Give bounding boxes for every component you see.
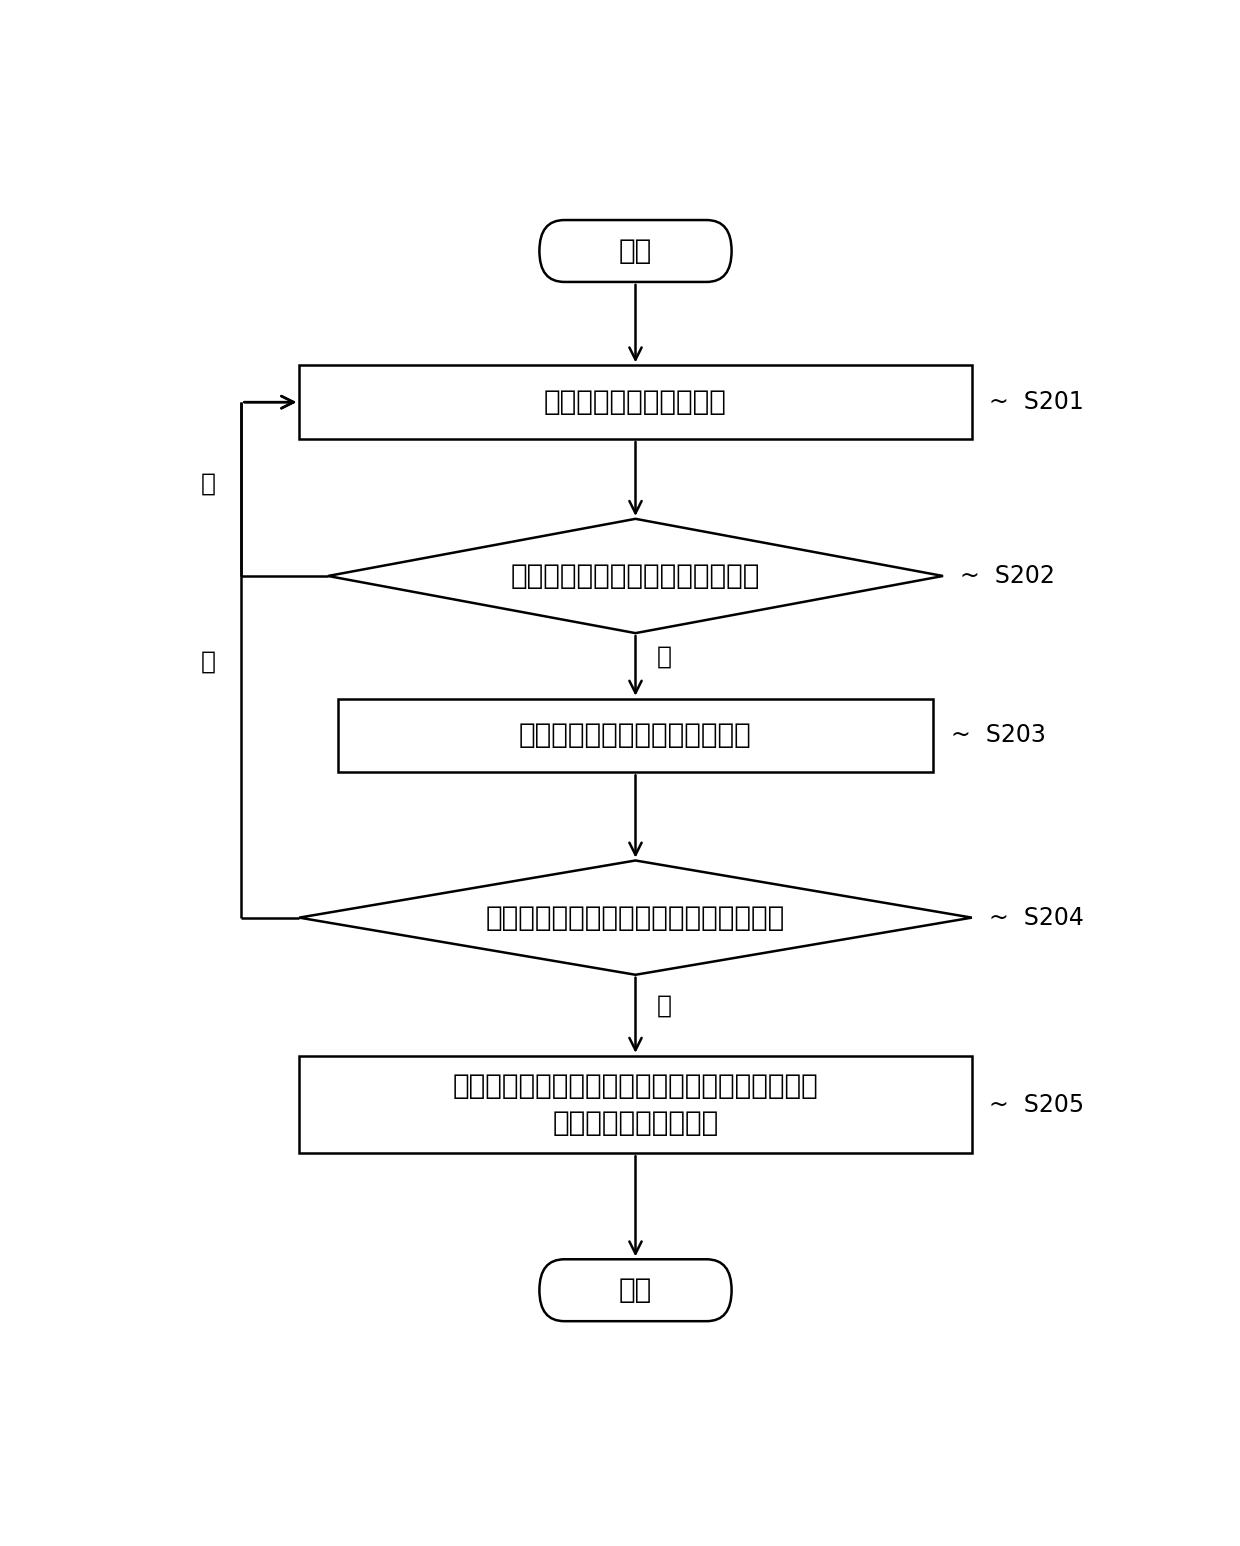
- Text: 实时采集用于标定的数据: 实时采集用于标定的数据: [544, 388, 727, 416]
- Text: ~  S201: ~ S201: [990, 390, 1084, 414]
- Bar: [299, 365, 972, 439]
- Text: 是: 是: [657, 994, 672, 1017]
- Text: ~  S202: ~ S202: [960, 564, 1055, 587]
- Text: ~  S205: ~ S205: [990, 1093, 1084, 1116]
- Text: ~  S203: ~ S203: [951, 724, 1045, 748]
- FancyBboxPatch shape: [539, 1260, 732, 1322]
- Text: 是: 是: [657, 645, 672, 668]
- Text: ~  S204: ~ S204: [990, 906, 1084, 929]
- FancyBboxPatch shape: [539, 220, 732, 281]
- Text: 风力发电机组是否满足标定条件？: 风力发电机组是否满足标定条件？: [511, 563, 760, 591]
- Text: 结束: 结束: [619, 1277, 652, 1305]
- Polygon shape: [327, 519, 944, 634]
- Text: 根据保存的用于标定的数据对所述光纤载荷传感器
的待标定参数进行标定: 根据保存的用于标定的数据对所述光纤载荷传感器 的待标定参数进行标定: [453, 1071, 818, 1136]
- Text: 开始: 开始: [619, 237, 652, 264]
- Text: 保存当前采集的用于标定的数据: 保存当前采集的用于标定的数据: [520, 722, 751, 750]
- Bar: [299, 1056, 972, 1153]
- Text: 否: 否: [201, 472, 216, 495]
- Polygon shape: [299, 861, 972, 976]
- Bar: [337, 699, 934, 773]
- Text: 否: 否: [201, 649, 216, 674]
- Text: 保存的数据的数据量是否满足标定要求？: 保存的数据的数据量是否满足标定要求？: [486, 903, 785, 932]
